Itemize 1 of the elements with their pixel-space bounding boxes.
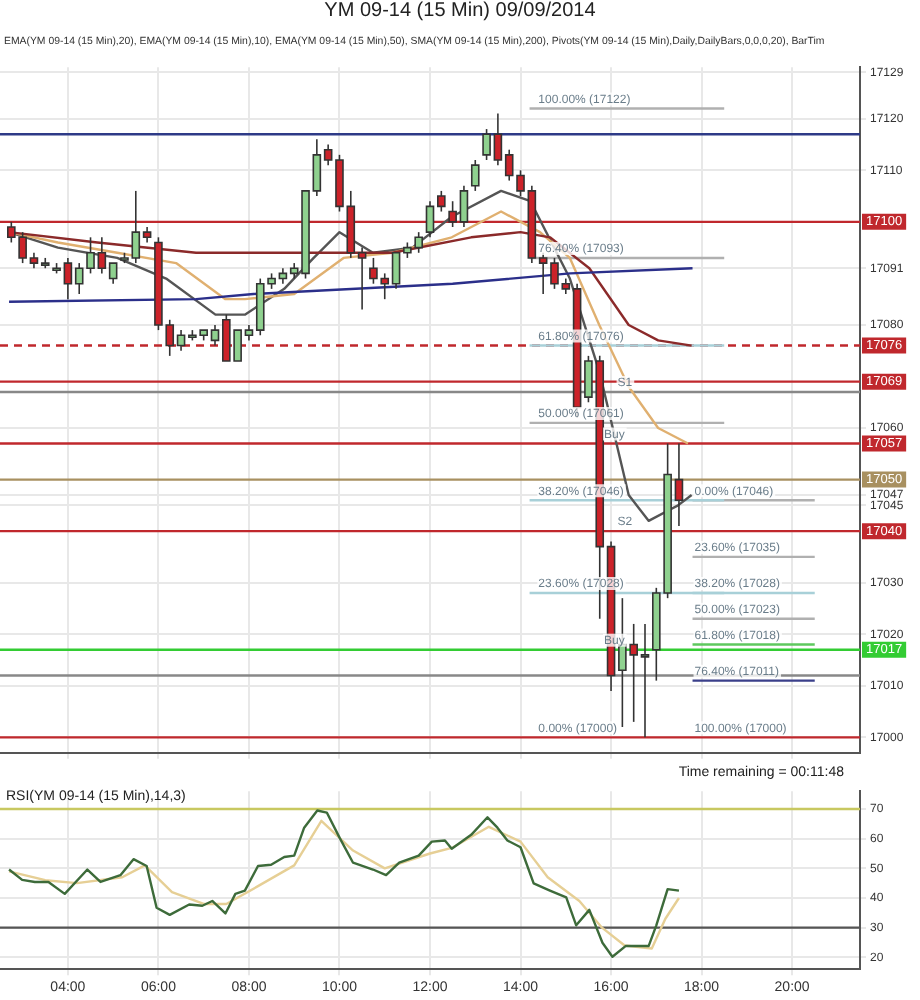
chart-title: YM 09-14 (15 Min) 09/09/2014 bbox=[322, 0, 598, 22]
